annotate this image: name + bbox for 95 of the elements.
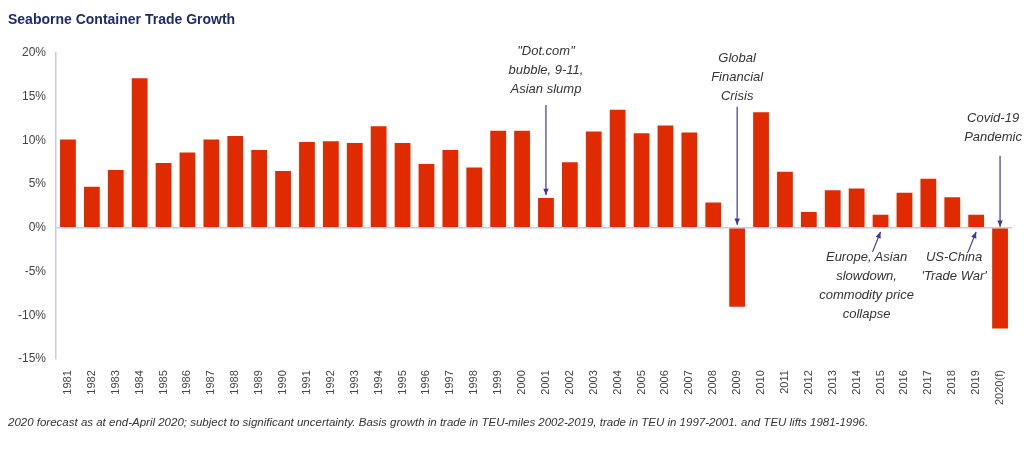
bar xyxy=(203,139,220,228)
x-tick-label: 2003 xyxy=(586,370,599,395)
x-tick-label: 2016 xyxy=(897,370,910,395)
bar xyxy=(872,214,889,228)
bar xyxy=(155,163,172,228)
bar xyxy=(346,142,363,228)
bar xyxy=(585,131,602,228)
x-tick-label: 1993 xyxy=(347,370,360,395)
bar xyxy=(538,198,554,228)
x-tick-label: 2001 xyxy=(538,370,551,395)
x-tick-label: 1988 xyxy=(228,370,241,395)
bar xyxy=(633,133,650,228)
bar xyxy=(992,228,1008,329)
bar xyxy=(777,171,793,228)
annotation: Covid-19 Pandemic xyxy=(964,110,1023,145)
bar xyxy=(968,214,985,228)
bar xyxy=(131,78,148,228)
x-tick-label: 1984 xyxy=(132,370,145,395)
x-tick-label: 1999 xyxy=(491,370,504,395)
x-tick-label: 1998 xyxy=(467,370,480,395)
bar xyxy=(322,141,339,228)
bar xyxy=(107,170,124,228)
bar xyxy=(370,126,387,228)
x-tick-label: 2010 xyxy=(754,370,767,395)
text: 2020 forecast as at end-April 2020; subject to significant uncertainty. Basis growth in trade in TEU-miles 2002-2019, trade in TEU in 1997-2001. and TEU lifts 1981-1996. xyxy=(8,416,870,428)
bar xyxy=(60,139,76,228)
bar xyxy=(609,109,626,228)
x-tick-label: 1987 xyxy=(204,370,217,395)
bar xyxy=(920,178,937,228)
bar xyxy=(251,149,268,228)
y-tick-label: 0% xyxy=(28,220,47,235)
x-tick-label: 1982 xyxy=(84,370,97,395)
x-tick-label: 2009 xyxy=(730,370,743,395)
x-tick-label: 1992 xyxy=(323,370,336,395)
bar xyxy=(800,212,817,228)
x-tick-label: 2018 xyxy=(945,370,958,395)
x-tick-label: 2000 xyxy=(515,370,528,395)
y-tick-label: -5% xyxy=(24,263,47,278)
x-tick-label: 1989 xyxy=(252,370,265,395)
bar xyxy=(561,162,578,228)
x-tick-label: 2020(f) xyxy=(993,370,1006,406)
annotation: US-China 'Trade War' xyxy=(921,249,988,284)
x-tick-label: 1996 xyxy=(419,370,432,395)
annotation: Europe, Asian slowdown, commodity price collapse xyxy=(819,249,914,322)
y-tick-label: -15% xyxy=(18,351,47,366)
bar xyxy=(466,167,483,228)
bar xyxy=(729,228,746,307)
bar xyxy=(514,130,530,228)
x-tick-label: 2019 xyxy=(969,370,982,395)
x-tick-label: 2012 xyxy=(801,370,814,395)
bar xyxy=(83,186,100,228)
x-tick-label: 2013 xyxy=(825,370,838,395)
x-tick-label: 2014 xyxy=(849,370,862,395)
bar xyxy=(299,142,315,228)
x-tick-label: 1986 xyxy=(180,370,193,395)
x-tick-label: 1991 xyxy=(299,370,312,395)
x-tick-label: 2005 xyxy=(634,370,647,395)
x-tick-label: 1985 xyxy=(156,370,169,395)
bar xyxy=(490,130,507,228)
bar xyxy=(705,202,722,228)
x-tick-label: 2008 xyxy=(706,370,719,395)
annotation: "Dot.com" bubble, 9-11, Asian slump xyxy=(508,42,584,96)
x-tick-label: 1983 xyxy=(108,370,121,395)
x-tick-label: 2004 xyxy=(610,370,623,395)
bar xyxy=(227,135,244,228)
x-tick-label: 2011 xyxy=(777,370,790,394)
y-tick-label: 15% xyxy=(21,88,47,103)
x-tick-label: 1990 xyxy=(276,370,289,395)
x-tick-label: 2007 xyxy=(682,370,695,395)
bar xyxy=(896,192,913,228)
x-tick-label: 2017 xyxy=(921,370,934,395)
bar xyxy=(394,142,411,228)
bar xyxy=(418,163,435,228)
bar xyxy=(657,125,674,228)
bar xyxy=(753,112,769,228)
y-tick-label: 5% xyxy=(28,176,47,191)
x-tick-label: 2015 xyxy=(873,370,886,395)
y-tick-label: 20% xyxy=(21,45,47,60)
y-tick-label: 10% xyxy=(21,132,47,147)
x-tick-label: 2002 xyxy=(562,370,575,395)
bar xyxy=(275,170,291,228)
x-tick-label: 1997 xyxy=(443,370,456,395)
bar xyxy=(824,190,841,228)
x-tick-label: 1994 xyxy=(371,370,384,395)
bar xyxy=(848,188,865,228)
bar xyxy=(442,149,459,228)
annotation: Global Financial Crisis xyxy=(711,50,765,104)
x-tick-label: 2006 xyxy=(658,370,671,395)
y-tick-label: -10% xyxy=(18,307,47,322)
x-tick-label: 1981 xyxy=(60,370,73,395)
bar xyxy=(681,132,698,228)
bar xyxy=(944,197,961,228)
x-tick-label: 1995 xyxy=(395,370,408,395)
bar xyxy=(179,152,196,228)
chart-title: Seaborne Container Trade Growth xyxy=(8,11,236,28)
